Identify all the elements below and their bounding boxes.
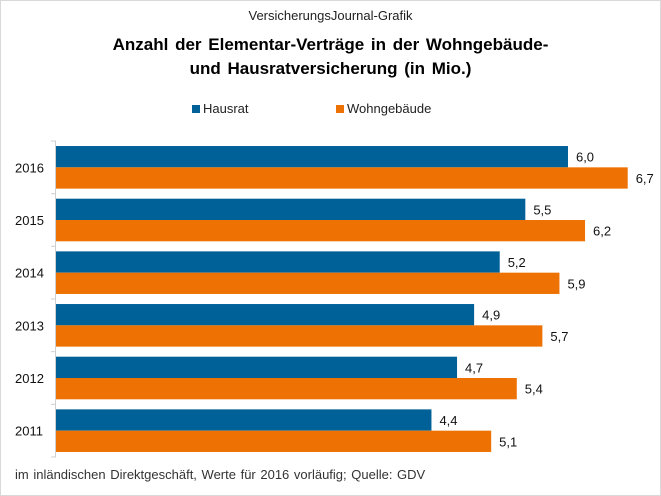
bar-wohngebaeude-2014 [56, 272, 560, 294]
data-label: 6,7 [636, 171, 654, 186]
bar-hausrat-2013 [56, 304, 475, 326]
title-line-1: Anzahl der Elementar-Verträge in der Woh… [112, 35, 549, 54]
source-label: VersicherungsJournal-Grafik [248, 8, 413, 23]
data-label: 5,4 [525, 382, 543, 397]
y-tick-label: 2011 [15, 424, 43, 439]
bar-hausrat-2012 [56, 356, 458, 378]
y-tick-label: 2016 [15, 160, 44, 175]
data-label: 6,2 [593, 224, 611, 239]
legend-item-hausrat: Hausrat [192, 101, 249, 116]
bar-wohngebaeude-2015 [56, 220, 586, 242]
chart-title: Anzahl der Elementar-Verträge in der Woh… [0, 33, 661, 81]
y-tick-label: 2012 [15, 371, 44, 386]
legend-label-hausrat: Hausrat [203, 101, 249, 116]
bar-wohngebaeude-2016 [56, 167, 628, 189]
bar-wohngebaeude-2012 [56, 378, 517, 400]
data-label: 5,2 [508, 255, 526, 270]
data-label: 5,5 [533, 202, 551, 217]
legend-swatch-wohngebaeude [336, 104, 344, 113]
legend-item-wohngebaeude: Wohngebäude [336, 101, 431, 116]
data-label: 4,4 [439, 413, 457, 428]
bar-hausrat-2011 [56, 409, 432, 431]
y-tick-label: 2015 [15, 213, 44, 228]
y-tick-label: 2014 [15, 266, 44, 281]
bar-hausrat-2014 [56, 251, 500, 273]
data-label: 6,0 [576, 150, 594, 165]
data-label: 4,9 [482, 308, 500, 323]
bar-wohngebaeude-2013 [56, 325, 543, 347]
data-label: 5,9 [567, 276, 585, 291]
data-label: 5,7 [550, 329, 568, 344]
legend-swatch-hausrat [192, 104, 200, 113]
bar-hausrat-2016 [56, 146, 568, 168]
bar-hausrat-2015 [56, 198, 526, 220]
footnote: im inländischen Direktgeschäft, Werte fü… [15, 467, 426, 482]
data-label: 5,1 [499, 434, 517, 449]
bar-wohngebaeude-2011 [56, 430, 492, 452]
legend-label-wohngebaeude: Wohngebäude [347, 101, 432, 116]
data-label: 4,7 [465, 360, 483, 375]
title-line-2: und Hausratversicherung (in Mio.) [189, 59, 472, 78]
y-tick-label: 2013 [15, 318, 44, 333]
